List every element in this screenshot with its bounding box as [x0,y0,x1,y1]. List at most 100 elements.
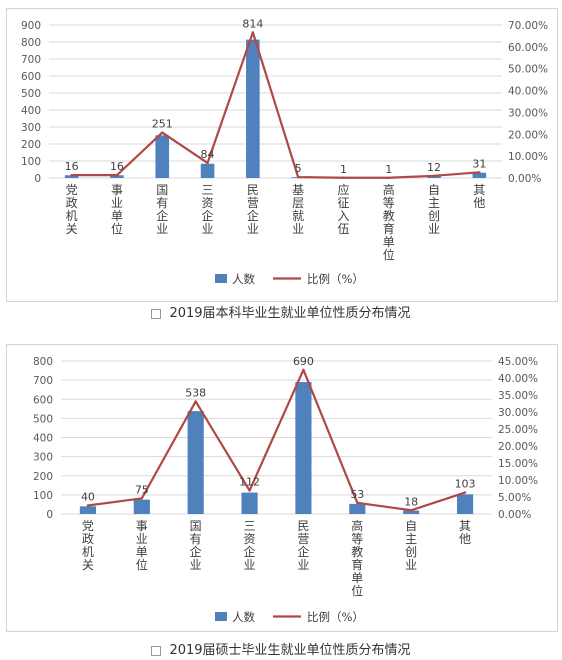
category-label: 党政机关 [66,182,78,236]
right-axis-tick-label: 60.00% [508,42,548,54]
bar [349,503,366,514]
right-axis-tick-label: 40.00% [508,86,548,98]
ratio-line-point [70,173,73,177]
right-axis-tick-label: 0.00% [498,509,531,521]
category-label: 三资企业 [244,519,256,572]
bar [64,175,79,178]
ratio-line [71,31,480,179]
undergrad-chart-panel: 0 100 200 300 400 500 600 700 800 900 0.00% 10.00% 2… [6,8,558,302]
category-label: 高等教育单位 [383,182,395,262]
bar-data-label: 251 [152,118,173,131]
bar [241,492,258,514]
bar [110,175,124,178]
category-label: 其他 [473,183,485,210]
left-axis-tick-label: 100 [33,490,53,502]
master-chart-panel: 0 100 200 300 400 500 600 700 800 0.00% 5.00% 10.00… [6,344,558,632]
bar-data-label: 16 [65,160,79,173]
category-label: 基层就业 [292,183,304,236]
left-axis-tick-label: 800 [33,356,53,368]
legend-line-label: 比例（%） [307,610,364,624]
ratio-line [87,368,466,512]
bar [456,494,474,514]
ratio-line-point [194,400,197,403]
right-axis-tick-label: 30.00% [508,107,548,119]
master-chart-caption: 2019届硕士毕业生就业单位性质分布情况 [0,639,562,658]
bar [403,510,420,514]
ratio-line-point [251,31,255,34]
ratio-line-point [140,497,144,500]
left-axis-tick-label: 600 [33,394,53,406]
right-axis-tick-label: 5.00% [498,492,531,504]
caption-text: 2019届硕士毕业生就业单位性质分布情况 [169,643,411,658]
right-axis-tick-label: 35.00% [498,390,538,402]
bar-data-label: 814 [242,17,263,30]
left-axis-tick-label: 0 [46,509,53,521]
right-axis-tick-label: 25.00% [498,424,538,436]
bar [155,135,170,178]
bar-data-label: 112 [239,476,260,489]
ratio-line-point [356,501,359,504]
caption-text: 2019届本科毕业生就业单位性质分布情况 [169,306,411,321]
ratio-line-point [302,368,305,372]
category-label: 事业单位 [111,183,123,236]
bar [472,172,487,178]
ratio-line-point [248,489,251,492]
left-axis-tick-label: 400 [21,105,41,117]
ratio-line-point [296,175,300,179]
bar-data-label: 5 [295,162,302,175]
bar-data-label: 75 [135,483,149,496]
bar-data-label: 538 [185,386,206,399]
caption-marker-icon [151,308,162,319]
left-axis-tick-label: 500 [21,88,41,100]
category-label: 民营企业 [297,519,309,572]
legend-line-label: 比例（%） [307,272,364,286]
category-label: 自主创业 [428,183,440,236]
left-axis-tick-label: 500 [33,413,53,425]
ratio-line-point [463,491,467,494]
category-label: 应征入伍 [337,182,349,236]
category-label: 国有企业 [190,519,202,572]
ratio-line-point [115,173,119,177]
left-axis-tick-label: 200 [33,471,53,483]
right-axis-tick-label: 45.00% [498,356,538,368]
right-axis-tick-label: 70.00% [508,20,548,32]
left-axis-tick-label: 0 [34,173,41,185]
bar [200,163,215,178]
left-axis-tick-label: 300 [21,122,41,134]
caption-marker-icon [151,645,162,656]
left-axis-tick-label: 600 [21,71,41,83]
bar [187,411,204,514]
category-label: 国有企业 [156,183,168,236]
legend-bar-label: 人数 [232,610,255,624]
left-axis-tick-label: 300 [33,452,53,464]
right-axis-tick-label: 10.00% [498,475,538,487]
legend-bar-label: 人数 [232,272,255,286]
right-axis-tick-label: 50.00% [508,64,548,76]
ratio-line-point [432,174,436,178]
left-axis-tick-label: 200 [21,139,41,151]
bar-data-label: 103 [455,478,476,491]
left-axis-tick-label: 800 [21,37,41,49]
bar-data-label: 12 [427,161,441,174]
ratio-line-point [206,161,209,165]
ratio-line-point [409,509,413,512]
right-axis-tick-label: 0.00% [508,173,541,185]
bar-data-label: 1 [385,163,392,176]
bar-data-label: 16 [110,160,124,173]
left-axis-tick-label: 700 [33,375,53,387]
bar [79,506,97,514]
category-label: 三资企业 [202,183,214,236]
left-axis-tick-label: 400 [33,433,53,445]
left-axis-tick-label: 700 [21,54,41,66]
left-axis-tick-label: 900 [21,20,41,32]
bar-data-label: 1 [340,163,347,176]
right-axis-tick-label: 20.00% [498,441,538,453]
legend-bar-swatch [215,274,227,283]
category-label: 自主创业 [405,519,417,572]
bar-data-label: 690 [293,355,314,368]
undergrad-chart-caption: 2019届本科毕业生就业单位性质分布情况 [0,302,562,321]
bar [295,382,312,514]
bar-data-label: 18 [404,495,418,508]
left-axis-tick-label: 100 [21,156,41,168]
bar-data-label: 84 [201,148,215,161]
